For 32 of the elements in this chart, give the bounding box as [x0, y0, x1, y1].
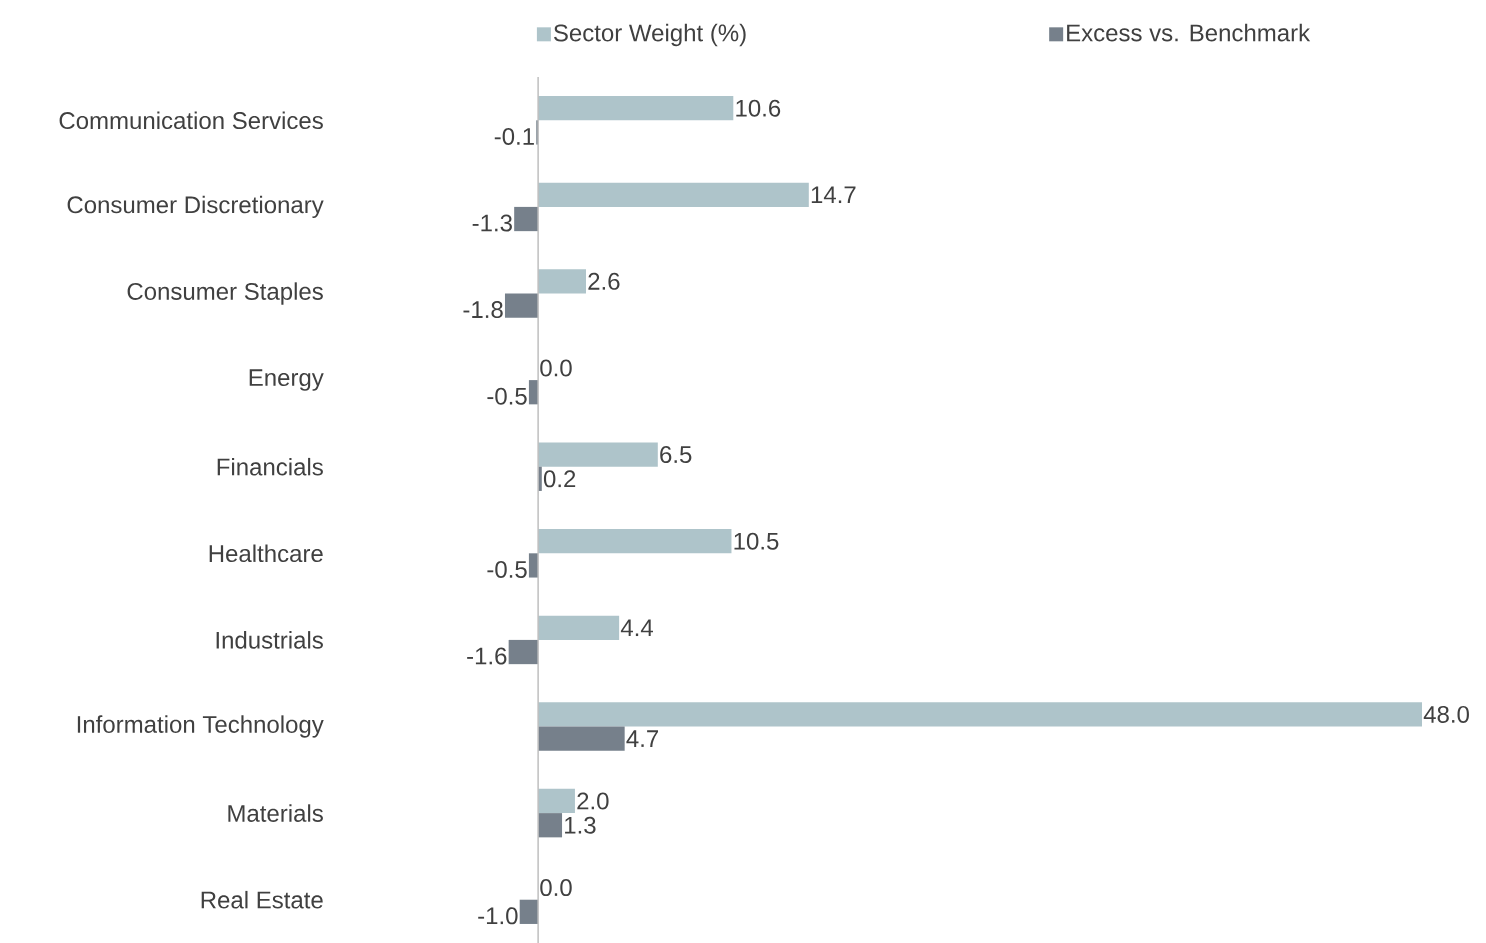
data-label: 0.0: [540, 359, 572, 377]
data-label: 10.6: [736, 99, 781, 117]
y-tick-label: Materials: [228, 804, 323, 822]
data-label: -1.6: [467, 647, 507, 665]
y-tick-label: Industrials: [216, 631, 323, 649]
data-label: 2.0: [577, 792, 609, 810]
y-tick-label: Consumer Staples: [127, 282, 323, 305]
y-tick-label: Real Estate: [201, 890, 323, 909]
y-tick-label: Information Technology: [77, 715, 324, 738]
data-label: -1.8: [463, 301, 503, 319]
y-tick-label: Communication Services: [59, 111, 323, 130]
legend-label: Excess vs. Benchmark: [1067, 23, 1311, 42]
data-label: 1.3: [565, 816, 596, 834]
data-label: -0.5: [487, 560, 527, 578]
y-tick-label: Financials: [217, 457, 323, 476]
data-label: -0.1: [494, 127, 534, 145]
data-label: 4.7: [626, 730, 659, 747]
data-label: 4.4: [620, 619, 653, 637]
data-label: 0.0: [540, 879, 572, 897]
data-label: 6.5: [660, 446, 692, 464]
y-tick-label: Consumer Discretionary: [67, 195, 324, 219]
data-label: 14.7: [811, 186, 856, 204]
data-label: 48.0: [1423, 705, 1469, 723]
data-label: -1.0: [478, 907, 518, 925]
data-label: 2.6: [588, 272, 620, 290]
data-label: 10.5: [734, 532, 779, 550]
data-label: -1.3: [472, 214, 512, 232]
data-label: -0.5: [487, 387, 527, 405]
y-tick-label: Energy: [249, 369, 324, 391]
legend-label: Sector Weight (%): [553, 23, 746, 47]
y-tick-label: Healthcare: [209, 544, 323, 563]
data-label: 0.2: [543, 470, 576, 488]
